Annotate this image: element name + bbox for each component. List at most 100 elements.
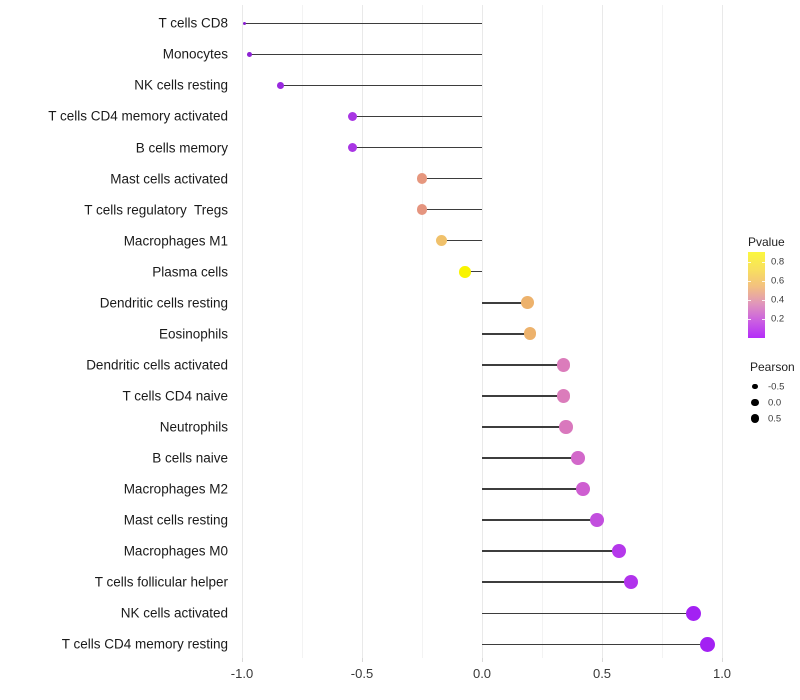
x-axis-tick-label: 1.0	[712, 666, 732, 681]
pvalue-legend-title: Pvalue	[748, 235, 785, 249]
colorbar-tick-label: 0.2	[771, 313, 785, 325]
x-axis-tick-label: -0.5	[350, 666, 374, 681]
x-gridline-minor	[541, 5, 543, 658]
y-axis-label-mast-cells-activated: Mast cells activated	[110, 170, 228, 186]
lollipop-dot-macrophages-m1	[435, 235, 447, 247]
lollipop-dot-t-cells-cd4-memory-resting	[699, 636, 716, 652]
lollipop-dot-t-cells-cd8	[242, 21, 247, 26]
lollipop-dot-nk-cells-resting	[276, 81, 284, 89]
lollipop-stem-t-cells-cd8	[244, 22, 482, 25]
x-axis-tick	[481, 658, 483, 662]
x-axis-tick	[601, 658, 603, 662]
pearson-legend-dot	[750, 414, 760, 423]
y-axis-label-nk-cells-resting: NK cells resting	[134, 77, 228, 93]
lollipop-dot-b-cells-memory	[347, 142, 358, 153]
pearson-legend-label: 0.0	[768, 396, 782, 408]
y-axis-label-t-cells-cd4-memory-activated: T cells CD4 memory activated	[48, 108, 228, 124]
lollipop-dot-plasma-cells	[459, 265, 472, 278]
lollipop-dot-t-cells-regulatory-tregs	[416, 204, 428, 216]
lollipop-dot-t-cells-cd4-naive	[556, 389, 571, 403]
pearson-legend-dot	[751, 398, 759, 407]
lollipop-stem-neutrophils	[482, 426, 566, 428]
y-axis-label-mast-cells-resting: Mast cells resting	[123, 512, 228, 528]
lollipop-stem-nk-cells-activated	[482, 612, 694, 614]
x-gridline-minor	[421, 5, 423, 658]
y-axis-label-b-cells-naive: B cells naive	[152, 450, 228, 466]
y-axis-label-b-cells-memory: B cells memory	[135, 139, 228, 155]
x-gridline-major	[361, 5, 363, 658]
y-axis-label-dendritic-cells-resting: Dendritic cells resting	[99, 295, 228, 310]
pearson-legend-dot	[752, 383, 758, 390]
colorbar-tick-mark	[762, 318, 765, 320]
y-axis-label-monocytes: Monocytes	[162, 46, 228, 62]
lollipop-dot-mast-cells-activated	[416, 173, 428, 184]
lollipop-stem-macrophages-m2	[482, 488, 583, 490]
lollipop-stem-mast-cells-resting	[482, 519, 598, 521]
lollipop-dot-nk-cells-activated	[685, 605, 701, 621]
x-axis-tick-label: 0.0	[472, 666, 492, 681]
lollipop-stem-plasma-cells	[465, 270, 482, 273]
lollipop-stem-t-cells-cd4-memory-activated	[352, 115, 482, 118]
x-axis-tick-label: -1.0	[230, 666, 254, 681]
colorbar-tick-mark	[762, 299, 765, 301]
y-axis-label-t-cells-follicular-helper: T cells follicular helper	[94, 574, 228, 590]
lollipop-stem-nk-cells-resting	[280, 84, 482, 87]
lollipop-dot-dendritic-cells-activated	[556, 358, 571, 372]
y-axis-label-macrophages-m2: Macrophages M2	[123, 481, 228, 497]
lollipop-dot-eosinophils	[523, 327, 537, 341]
lollipop-stem-t-cells-cd4-naive	[482, 395, 564, 397]
lollipop-stem-t-cells-follicular-helper	[482, 581, 631, 583]
lollipop-stem-eosinophils	[482, 333, 530, 335]
x-gridline-major	[241, 5, 243, 658]
lollipop-stem-macrophages-m1	[441, 239, 482, 242]
lollipop-dot-monocytes	[246, 51, 252, 57]
x-gridline-major	[601, 5, 603, 658]
colorbar-tick-mark	[748, 318, 751, 320]
colorbar-tick-label: 0.4	[771, 294, 785, 306]
pearson-legend-title: Pearson	[750, 360, 795, 374]
colorbar-tick-mark	[762, 261, 765, 263]
colorbar-tick-mark	[762, 280, 765, 282]
y-axis-label-eosinophils: Eosinophils	[158, 326, 228, 342]
lollipop-dot-neutrophils	[559, 420, 573, 434]
colorbar-tick-label: 0.6	[771, 275, 785, 287]
lollipop-stem-mast-cells-activated	[422, 177, 482, 180]
lollipop-dot-macrophages-m2	[575, 482, 590, 496]
pearson-legend-label: 0.5	[768, 412, 782, 424]
colorbar-tick-mark	[748, 261, 751, 263]
lollipop-dot-dendritic-cells-resting	[521, 296, 534, 310]
x-axis-tick	[241, 658, 243, 662]
lollipop-stem-dendritic-cells-activated	[482, 364, 564, 366]
pearson-legend-label: -0.5	[768, 380, 785, 392]
lollipop-stem-t-cells-regulatory-tregs	[422, 208, 482, 211]
y-axis-label-dendritic-cells-activated: Dendritic cells activated	[86, 357, 228, 373]
lollipop-dot-b-cells-naive	[571, 451, 585, 465]
lollipop-dot-t-cells-follicular-helper	[623, 575, 638, 590]
pvalue-colorbar-gradient	[748, 252, 765, 338]
lollipop-stem-dendritic-cells-resting	[482, 302, 528, 304]
lollipop-stem-t-cells-cd4-memory-resting	[482, 643, 708, 646]
x-gridline-major	[721, 5, 723, 658]
x-gridline-minor	[301, 5, 303, 658]
y-axis-label-t-cells-cd8: T cells CD8	[158, 15, 228, 31]
colorbar-tick-mark	[748, 280, 751, 282]
x-axis-tick	[361, 658, 363, 662]
colorbar-tick-label: 0.8	[771, 256, 785, 268]
lollipop-stem-monocytes	[249, 53, 482, 56]
lollipop-dot-t-cells-cd4-memory-activated	[347, 111, 358, 122]
x-gridline-major	[481, 5, 483, 658]
lollipop-dot-mast-cells-resting	[590, 513, 605, 528]
y-axis-label-t-cells-regulatory-tregs: T cells regulatory Tregs	[84, 201, 228, 217]
lollipop-dot-macrophages-m0	[611, 544, 626, 559]
y-axis-label-neutrophils: Neutrophils	[159, 419, 228, 435]
colorbar-tick-mark	[748, 299, 751, 301]
lollipop-stem-b-cells-memory	[352, 146, 482, 149]
x-gridline-minor	[661, 5, 663, 658]
lollipop-stem-b-cells-naive	[482, 457, 578, 459]
x-axis-tick	[721, 658, 723, 662]
y-axis-label-t-cells-cd4-memory-resting: T cells CD4 memory resting	[61, 636, 228, 652]
y-axis-label-macrophages-m0: Macrophages M0	[123, 543, 228, 559]
y-axis-label-nk-cells-activated: NK cells activated	[120, 605, 228, 621]
lollipop-stem-macrophages-m0	[482, 550, 619, 552]
